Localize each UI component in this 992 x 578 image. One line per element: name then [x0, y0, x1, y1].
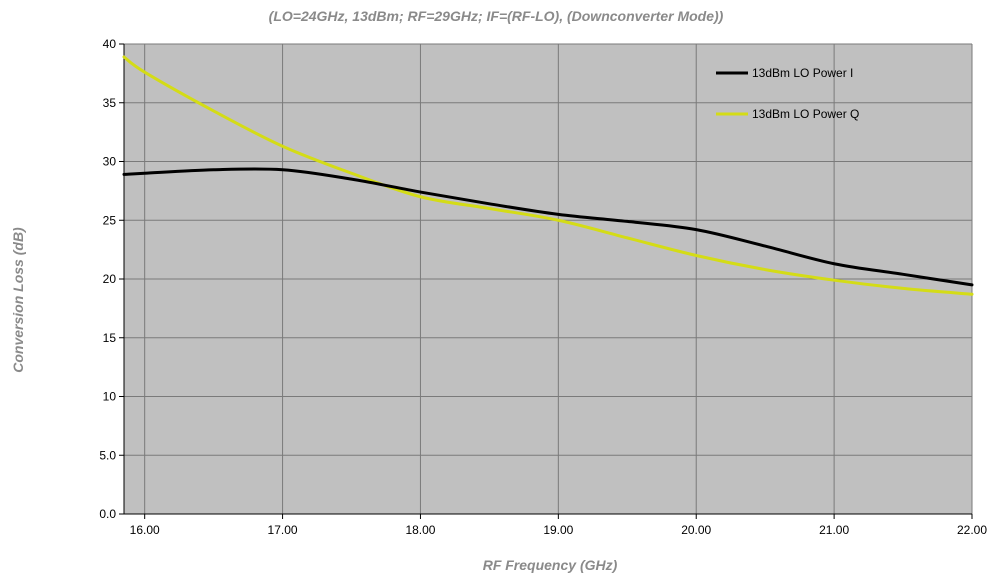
- y-tick-label: 0.0: [99, 507, 116, 521]
- axes: [119, 43, 973, 519]
- x-tick-label: 22.00: [957, 523, 987, 537]
- legend-label: 13dBm LO Power Q: [752, 107, 859, 121]
- y-tick-labels: 0.0 5.0 10 15 20 25 30 35 40: [99, 37, 116, 521]
- y-tick-label: 20: [103, 272, 117, 286]
- series-line-q: [122, 55, 974, 296]
- y-tick-label: 30: [103, 155, 117, 169]
- y-axis-label: Conversion Loss (dB): [10, 227, 26, 373]
- y-tick-label: 35: [103, 96, 117, 110]
- x-tick-label: 17.00: [268, 523, 298, 537]
- x-axis-label: RF Frequency (GHz): [482, 557, 618, 573]
- x-tick-label: 18.00: [405, 523, 435, 537]
- y-tick-label: 40: [103, 37, 117, 51]
- x-tick-label: 20.00: [681, 523, 711, 537]
- series-lines: [122, 55, 974, 296]
- x-tick-labels: 16.00 17.00 18.00 19.00 20.00 21.00 22.00: [130, 523, 988, 537]
- x-tick-label: 21.00: [819, 523, 849, 537]
- x-tick-label: 19.00: [543, 523, 573, 537]
- legend: 13dBm LO Power I 13dBm LO Power Q: [716, 66, 859, 121]
- y-tick-label: 5.0: [99, 448, 116, 462]
- y-tick-label: 25: [103, 213, 117, 227]
- legend-label: 13dBm LO Power I: [752, 66, 853, 80]
- chart-subtitle: (LO=24GHz, 13dBm; RF=29GHz; IF=(RF-LO), …: [268, 8, 724, 24]
- y-tick-label: 10: [103, 390, 117, 404]
- x-tick-label: 16.00: [130, 523, 160, 537]
- series-line-i: [122, 167, 974, 287]
- y-tick-label: 15: [103, 331, 117, 345]
